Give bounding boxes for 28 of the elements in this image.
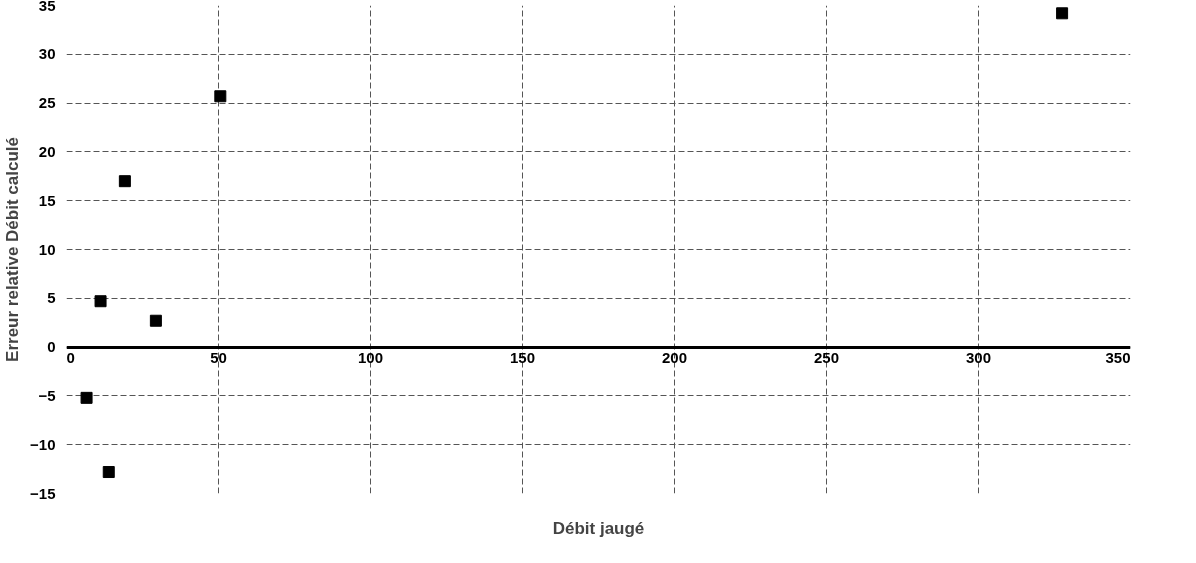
y-tick-label: 15	[38, 191, 56, 209]
x-tick-label: 150	[509, 349, 536, 367]
y-tick-label: 0	[47, 338, 56, 356]
y-tick-label: 30	[38, 45, 56, 63]
y-tick-label: 10	[38, 240, 56, 258]
y-tick-label: 5	[47, 289, 56, 307]
y-tick-label: −5	[38, 386, 56, 404]
point	[118, 175, 131, 188]
y-tick-label: 25	[38, 94, 56, 112]
x-tick-label: 100	[357, 349, 384, 367]
x-tick-label: 300	[965, 349, 992, 367]
x-axis-title: Débit jaugé	[552, 518, 645, 538]
y-tick-label: −10	[30, 435, 56, 453]
point	[80, 391, 93, 404]
point	[102, 466, 115, 479]
x-tick-label: 0	[66, 349, 75, 367]
point	[149, 314, 162, 327]
y-axis-title: Erreur relative Débit calculé	[3, 137, 23, 362]
x-tick-label: 50	[210, 349, 227, 367]
x-tick-label: 200	[661, 349, 688, 367]
y-tick-label: −15	[30, 484, 56, 502]
x-tick-label: 250	[813, 349, 840, 367]
point	[214, 90, 227, 103]
point	[94, 295, 107, 308]
y-tick-label: 35	[38, 0, 56, 14]
y-tick-label: 20	[38, 142, 56, 160]
x-tick-label: 350	[1105, 349, 1131, 367]
point	[1056, 7, 1069, 20]
